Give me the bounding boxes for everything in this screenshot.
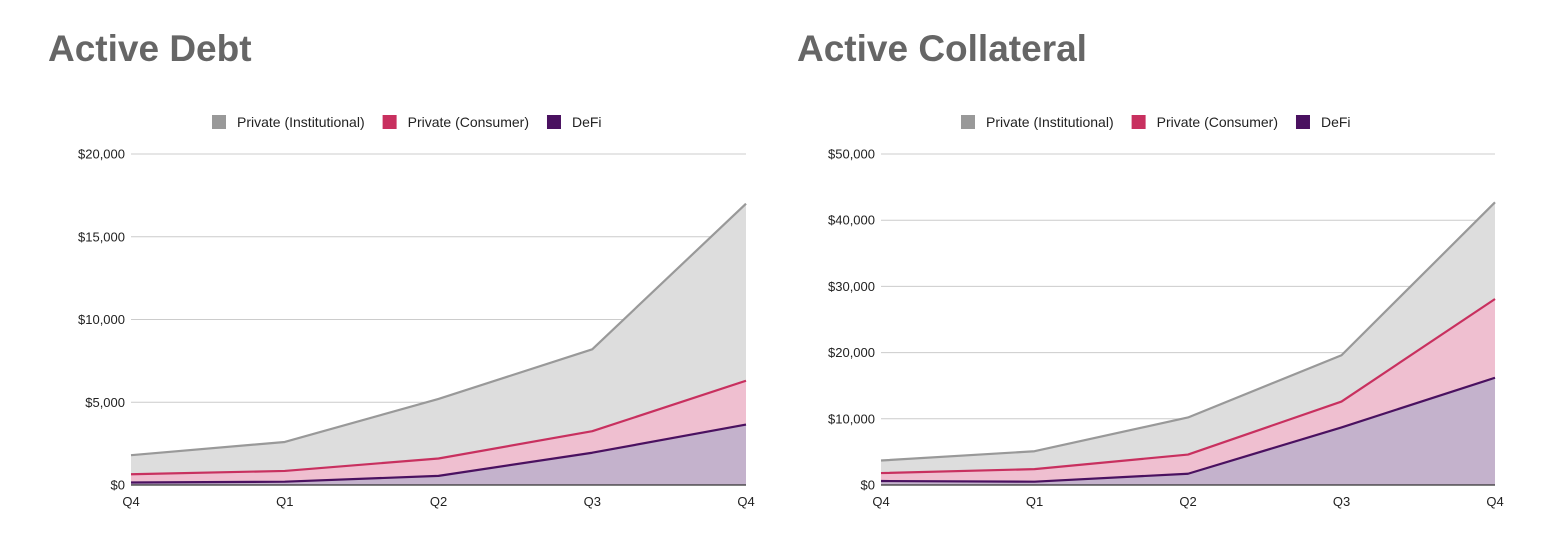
y-tick-label: $15,000: [78, 229, 125, 244]
legend-label: Private (Institutional): [237, 114, 365, 130]
legend-swatch-defi: [1295, 115, 1310, 129]
series-line-defi: [880, 376, 1496, 483]
x-tick-label: Q4: [872, 494, 889, 509]
active-debt-panel: Active Debt $0 $5,000 $10,000 $15,000 $20,00…: [48, 28, 755, 509]
chart-title: Active Debt: [48, 28, 252, 69]
y-tick-label: $10,000: [828, 411, 875, 426]
x-tick-label: Q4: [1486, 494, 1503, 509]
chart-title: Active Collateral: [797, 28, 1087, 69]
series-line-institutional: [880, 201, 1496, 462]
legend-label: Private (Institutional): [986, 114, 1114, 130]
y-tick-label: $5,000: [85, 395, 125, 410]
active-debt-chart: $0 $5,000 $10,000 $15,000 $20,000 Q4 Q1 Q2 Q3 Q4 P…: [78, 114, 755, 509]
legend-label: Private (Consumer): [408, 114, 529, 130]
y-tick-label: $20,000: [828, 345, 875, 360]
series-line-institutional: [130, 202, 747, 457]
legend-swatch-defi: [546, 115, 561, 129]
legend-swatch-institutional: [961, 115, 975, 129]
area-institutional: [131, 203, 746, 485]
x-tick-label: Q1: [1026, 494, 1043, 509]
y-tick-label: $0: [111, 478, 125, 493]
legend-swatch-consumer: [382, 115, 397, 129]
y-tick-label: $50,000: [828, 147, 875, 162]
y-tick-label: $40,000: [828, 213, 875, 228]
x-tick-label: Q1: [276, 494, 293, 509]
legend-label: DeFi: [572, 114, 602, 130]
legend-swatch-institutional: [212, 115, 226, 129]
y-tick-label: $20,000: [78, 147, 125, 162]
legend-swatch-consumer: [1131, 115, 1146, 129]
x-tick-label: Q3: [1333, 494, 1350, 509]
active-collateral-panel: Active Collateral $0 $10,000 $20,000 $30,00…: [771, 0, 1542, 547]
legend-label: DeFi: [1321, 114, 1351, 130]
y-tick-label: $0: [861, 478, 875, 493]
area-defi: [881, 377, 1495, 485]
x-tick-label: Q4: [737, 494, 754, 509]
active-collateral-chart: $0 $10,000 $20,000 $30,000 $40,000 $50,000 Q4 Q…: [828, 114, 1504, 509]
x-tick-label: Q4: [122, 494, 139, 509]
series-line-defi: [130, 423, 747, 484]
y-tick-label: $10,000: [78, 312, 125, 327]
legend-label: Private (Consumer): [1157, 114, 1278, 130]
x-tick-label: Q2: [430, 494, 447, 509]
series-line-consumer: [880, 298, 1496, 475]
x-tick-label: Q2: [1179, 494, 1196, 509]
x-tick-label: Q3: [584, 494, 601, 509]
y-tick-label: $30,000: [828, 279, 875, 294]
area-defi: [131, 424, 746, 485]
series-line-consumer: [130, 379, 747, 476]
